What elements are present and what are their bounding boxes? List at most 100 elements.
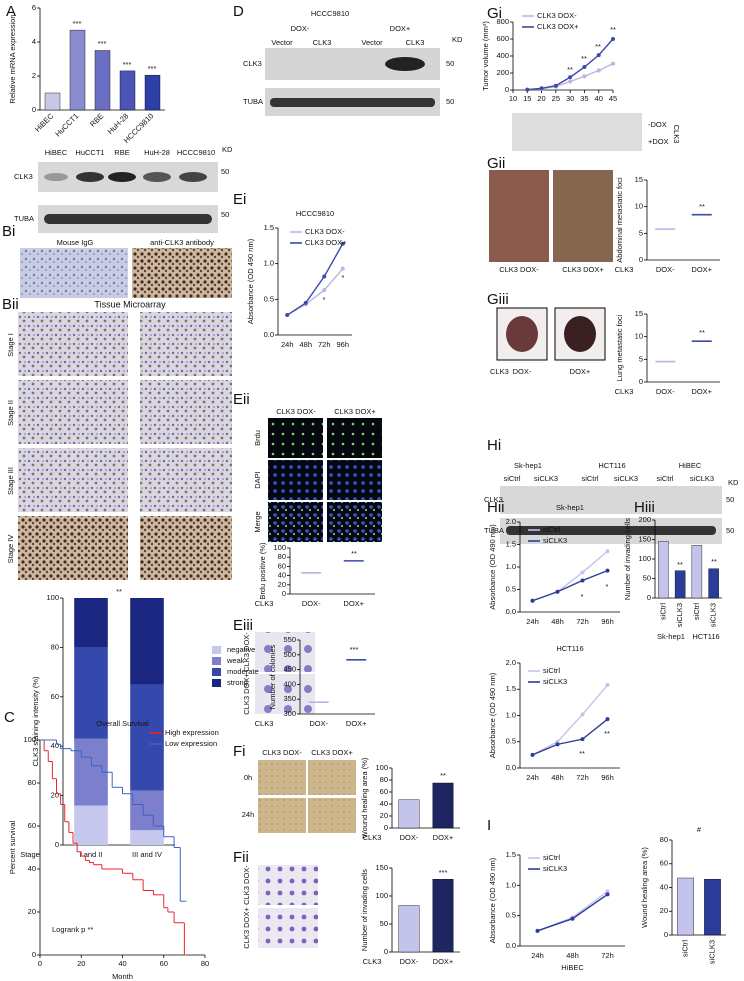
y-tick-label: 100 xyxy=(23,735,36,744)
y-tick-label: 40 xyxy=(28,864,36,873)
label: CLK3 DOX+ xyxy=(562,265,604,274)
label: DOX+ xyxy=(390,24,411,33)
bar xyxy=(658,541,669,599)
y-tick-label: 80 xyxy=(51,642,59,651)
y-axis-label: CLK3 staining intensity (%) xyxy=(31,676,40,767)
annotation: Logrank p ** xyxy=(52,925,93,934)
label: +DOX xyxy=(648,137,669,146)
label: Sk-hep1 xyxy=(657,632,685,641)
x-tick-label: siCtrl xyxy=(692,603,701,620)
panel-label: A xyxy=(6,3,16,20)
marker xyxy=(605,549,610,554)
y-tick-label: 300 xyxy=(283,709,296,718)
x-tick-label: 35 xyxy=(580,94,588,103)
annotation: *** xyxy=(439,868,448,877)
marker xyxy=(596,53,601,58)
marker xyxy=(340,266,345,271)
y-axis-label: Lung metastatic foci xyxy=(615,314,624,381)
annotation: # xyxy=(697,825,702,834)
label: 50 xyxy=(446,97,454,106)
x-tick-label: RBE xyxy=(88,111,105,128)
legend-label: siCtrl xyxy=(543,853,560,862)
marker xyxy=(322,288,327,293)
fluor-image xyxy=(327,502,382,542)
y-tick-label: 15 xyxy=(635,309,643,318)
marker xyxy=(605,568,610,573)
x-tick-label: 24h xyxy=(526,617,539,626)
x-tick-label: DOX- xyxy=(656,387,675,396)
panel-label: Bi xyxy=(2,223,15,240)
legend-label: siCLK3 xyxy=(543,864,567,873)
x-tick-label: 48h xyxy=(551,773,564,782)
invasion-image xyxy=(258,865,318,905)
label: HCCC9810 xyxy=(177,148,215,157)
annotation: ** xyxy=(604,729,610,738)
y-tick-label: 0 xyxy=(664,930,668,939)
y-tick-label: 0 xyxy=(639,377,643,386)
x-tick-label: HiBEC xyxy=(33,111,56,134)
x-tick-label: DOX- xyxy=(656,265,675,274)
bar-segment xyxy=(130,830,164,845)
label: 50 xyxy=(221,167,229,176)
label: siCtrl xyxy=(503,474,520,483)
label: 50 xyxy=(726,526,734,535)
marker xyxy=(611,37,615,41)
annotation: ** xyxy=(711,557,717,566)
x-tick-label: 20 xyxy=(77,959,85,968)
tma-image xyxy=(140,448,232,512)
x-tick-label: 96h xyxy=(336,340,349,349)
y-tick-label: 0.5 xyxy=(264,294,274,303)
y-tick-label: 2 xyxy=(32,71,36,80)
marker xyxy=(555,742,560,747)
y-axis-label: Tumor volume (mm³) xyxy=(481,21,490,91)
x-tick-label: 20 xyxy=(537,94,545,103)
label: siCtrl xyxy=(581,474,598,483)
annotation: * xyxy=(342,273,345,282)
label: KD xyxy=(222,145,233,154)
y-axis-label: Relative mRNA expression xyxy=(8,14,17,103)
y-tick-label: 150 xyxy=(375,863,388,872)
label: siCLK3 xyxy=(534,474,558,483)
series-line xyxy=(532,718,608,756)
x-tick-label: 15 xyxy=(523,94,531,103)
chart-title: HCCC9810 xyxy=(296,209,334,218)
marker xyxy=(525,87,530,92)
annotation: ** xyxy=(699,202,705,211)
legend-label: CLK3 DOX- xyxy=(537,11,577,20)
label: DOX+ xyxy=(570,367,591,376)
y-tick-label: 50 xyxy=(643,573,651,582)
label: HCT116 xyxy=(692,632,719,641)
x-tick-label: siCLK3 xyxy=(709,603,718,627)
y-tick-label: 5 xyxy=(639,228,643,237)
bar xyxy=(69,29,86,111)
chart-title: Sk-hep1 xyxy=(556,503,584,512)
label: 0h xyxy=(244,773,252,782)
y-tick-label: 0.0 xyxy=(506,763,516,772)
x-axis-label: Stage xyxy=(20,850,40,859)
label: siCtrl xyxy=(656,474,673,483)
chart-title: HCT116 xyxy=(556,644,583,653)
y-tick-label: 1.0 xyxy=(506,710,516,719)
y-tick-label: 0.5 xyxy=(506,584,516,593)
label: CLK3 xyxy=(243,59,262,68)
label: HiBEC xyxy=(45,148,68,157)
wound-image xyxy=(258,760,306,795)
panel-label: Gii xyxy=(487,155,505,172)
fluor-image xyxy=(268,460,323,500)
fluor-image xyxy=(268,418,323,458)
band xyxy=(143,172,171,182)
marker xyxy=(596,68,601,73)
label: RBE xyxy=(114,148,129,157)
fluor-image xyxy=(268,502,323,542)
bar xyxy=(708,568,719,599)
y-tick-label: 60 xyxy=(51,692,59,701)
label: CLK3 xyxy=(14,172,33,181)
bar xyxy=(144,74,161,111)
label: Sk-hep1 xyxy=(514,461,542,470)
x-tick-label: 48h xyxy=(566,951,579,960)
y-axis-label: Abdominal metastatic foci xyxy=(615,177,624,263)
x-tick-label: 24h xyxy=(526,773,539,782)
x-tick-label: siCtrl xyxy=(658,603,667,620)
y-tick-label: 0 xyxy=(32,105,36,114)
